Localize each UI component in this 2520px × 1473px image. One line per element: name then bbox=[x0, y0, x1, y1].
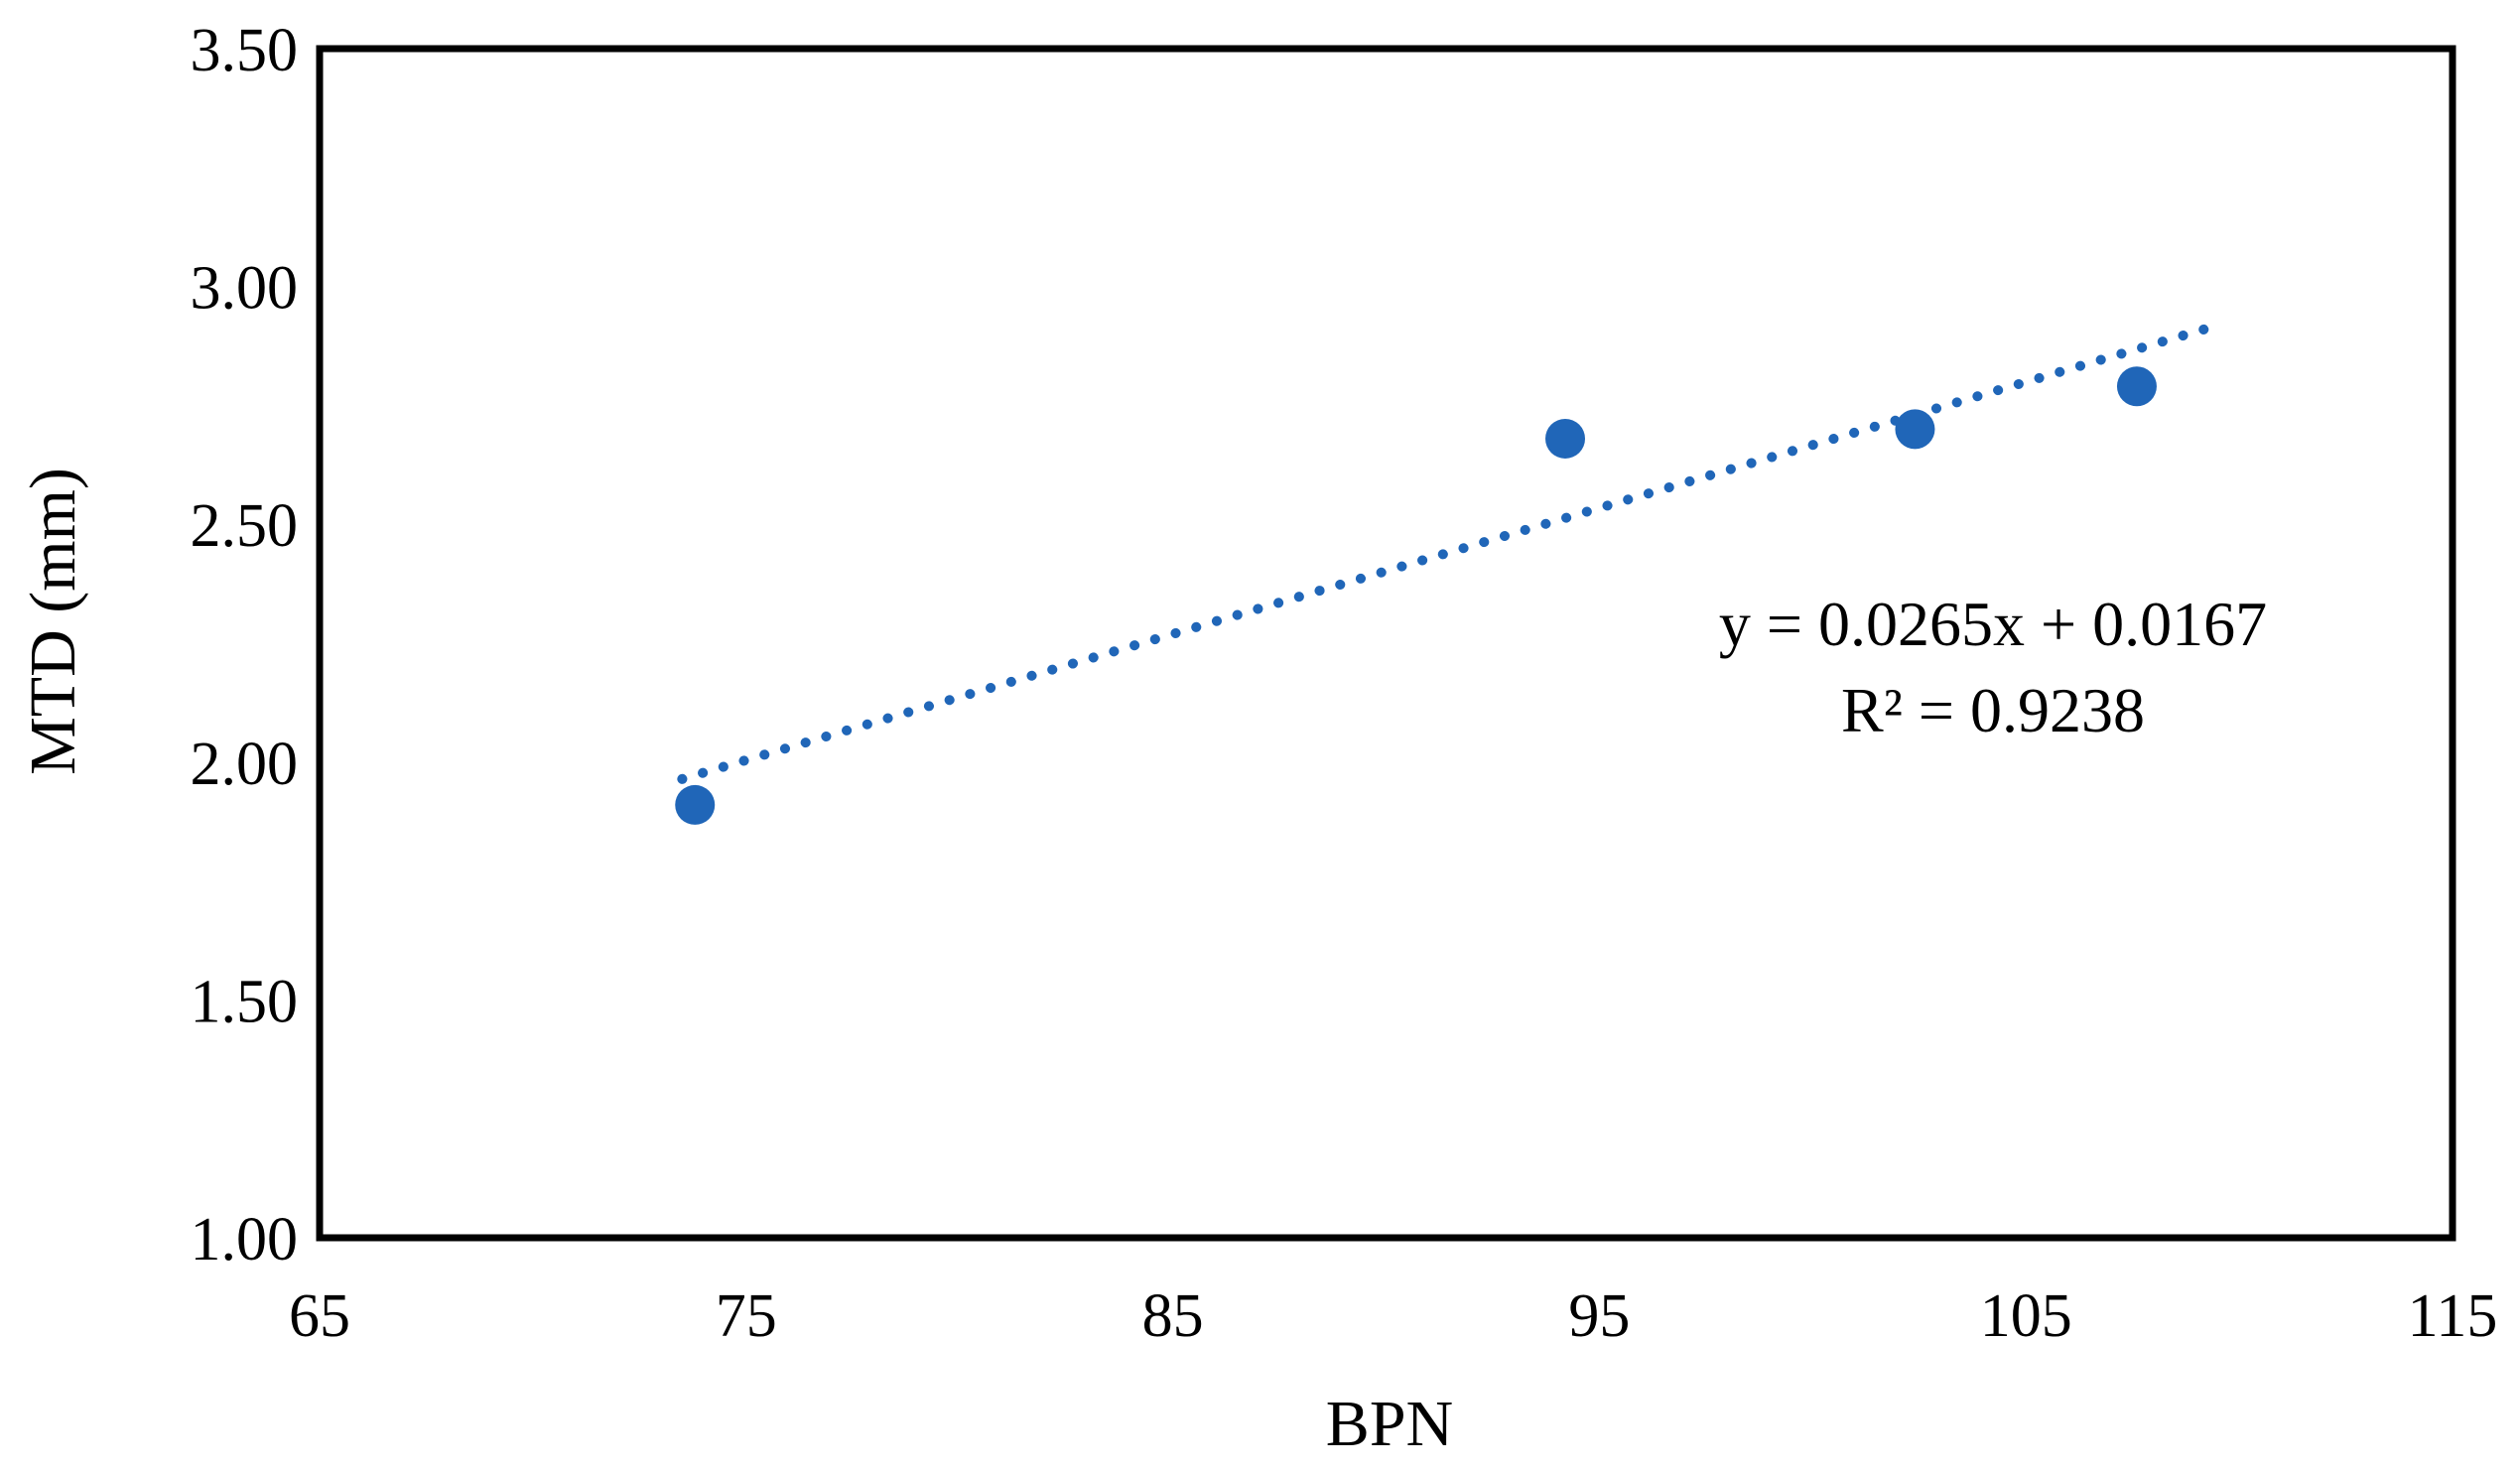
data-point bbox=[2116, 366, 2157, 407]
data-point bbox=[675, 784, 716, 825]
y-tick-label: 2.50 bbox=[191, 492, 299, 560]
data-point bbox=[1895, 409, 1935, 450]
trendline bbox=[677, 323, 2215, 784]
y-tick-label: 3.00 bbox=[191, 255, 299, 323]
x-tick-label: 85 bbox=[1142, 1282, 1204, 1350]
y-axis-title: MTD (mm) bbox=[17, 468, 89, 775]
plot-border bbox=[316, 45, 2456, 1242]
data-point bbox=[1545, 418, 1586, 459]
trendline-equation: y = 0.0265x + 0.0167 bbox=[1719, 589, 2267, 659]
x-axis-title: BPN bbox=[1326, 1388, 1453, 1460]
x-tick-label: 75 bbox=[716, 1282, 777, 1350]
x-tick-label: 115 bbox=[2408, 1282, 2498, 1350]
x-tick-labels: 65 75 85 95 105 115 bbox=[289, 1282, 2497, 1350]
r-squared-label: R² = 0.9238 bbox=[1841, 675, 2145, 745]
y-tick-labels: 1.00 1.50 2.00 2.50 3.00 3.50 bbox=[191, 17, 299, 1273]
x-tick-label: 65 bbox=[289, 1282, 350, 1350]
y-tick-label: 3.50 bbox=[191, 17, 299, 84]
points-group bbox=[675, 366, 2157, 825]
y-tick-label: 1.50 bbox=[191, 968, 299, 1035]
x-tick-label: 95 bbox=[1568, 1282, 1630, 1350]
y-tick-label: 2.00 bbox=[191, 731, 299, 798]
y-tick-label: 1.00 bbox=[191, 1206, 299, 1273]
x-tick-label: 105 bbox=[1980, 1282, 2072, 1350]
